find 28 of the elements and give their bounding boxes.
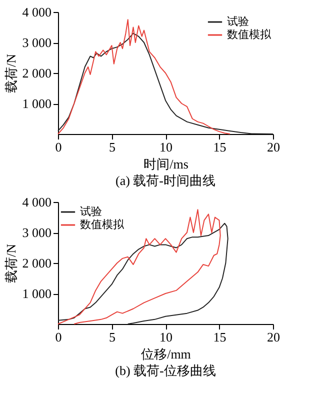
y-tick-label: 1 000 [22, 96, 52, 111]
y-tick-label: 2 000 [22, 256, 52, 270]
y-tick-label: 4 000 [22, 194, 52, 210]
x-tick-label: 15 [213, 140, 226, 154]
x-tick-label: 15 [213, 330, 226, 344]
x-axis-title: 时间/ms [144, 156, 188, 172]
y-axis-title: 载荷/N [3, 53, 18, 93]
y-tick-label: 3 000 [22, 35, 52, 50]
legend-label: 试验 [80, 205, 102, 218]
x-tick-label: 10 [160, 330, 172, 344]
legend-label: 试验 [227, 15, 249, 28]
x-tick-label: 5 [109, 330, 116, 344]
x-tick-label: 0 [55, 330, 62, 344]
y-tick-label: 3 000 [22, 225, 52, 240]
legend-label: 数值模拟 [80, 218, 125, 231]
y-tick-label: 4 000 [22, 4, 52, 20]
y-tick-label: 1 000 [22, 286, 52, 301]
text: (a) 载荷-时间曲线 [115, 173, 216, 188]
x-axis-title: 位移/mm [141, 346, 191, 362]
legend-label: 数值模拟 [227, 28, 272, 41]
x-tick-label: 0 [55, 140, 62, 154]
x-tick-label: 20 [267, 140, 280, 154]
text: (b) 载荷-位移曲线 [115, 363, 216, 378]
x-tick-label: 5 [109, 140, 116, 154]
y-tick-label: 2 000 [22, 66, 52, 80]
x-tick-label: 20 [267, 330, 280, 344]
y-axis-title: 载荷/N [3, 243, 18, 283]
x-tick-label: 10 [160, 140, 172, 154]
